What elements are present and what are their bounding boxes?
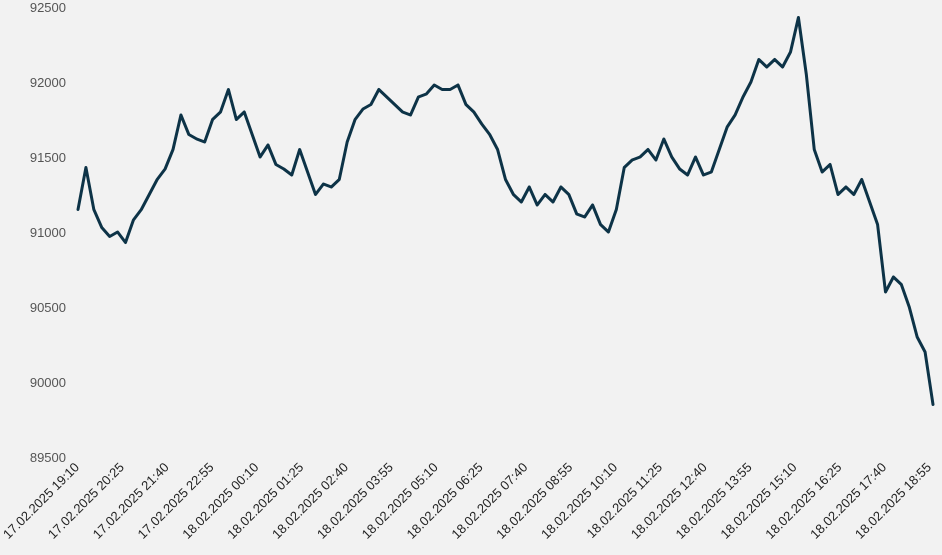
x-tick-label: 18.02.2025 12:40 (628, 460, 710, 542)
x-tick-label: 18.02.2025 02:40 (269, 460, 351, 542)
x-tick-label: 18.02.2025 10:10 (538, 460, 620, 542)
x-tick-label: 18.02.2025 16:25 (762, 460, 844, 542)
x-tick-label: 18.02.2025 17:40 (807, 460, 889, 542)
x-tick-label: 17.02.2025 20:25 (45, 460, 127, 542)
y-tick-label: 90500 (30, 300, 66, 315)
x-tick-label: 18.02.2025 13:55 (673, 460, 755, 542)
y-tick-label: 92500 (30, 0, 66, 15)
y-tick-label: 91000 (30, 225, 66, 240)
x-tick-label: 18.02.2025 01:25 (224, 460, 306, 542)
x-tick-label: 18.02.2025 07:40 (448, 460, 530, 542)
x-tick-label: 18.02.2025 05:10 (359, 460, 441, 542)
y-axis-ticks: 89500 90000 90500 91000 91500 92000 92500 (30, 0, 66, 465)
y-tick-label: 91500 (30, 150, 66, 165)
x-tick-label: 18.02.2025 11:25 (584, 460, 665, 541)
x-tick-label: 18.02.2025 06:25 (404, 460, 486, 542)
x-tick-label: 18.02.2025 00:10 (179, 460, 261, 542)
x-tick-label: 17.02.2025 19:10 (0, 460, 82, 542)
x-tick-label: 18.02.2025 03:55 (314, 460, 396, 542)
x-tick-label: 18.02.2025 08:55 (493, 460, 575, 542)
x-tick-label: 18.02.2025 15:10 (717, 460, 799, 542)
price-series-line (76, 16, 935, 406)
y-tick-label: 90000 (30, 375, 66, 390)
x-tick-label: 17.02.2025 22:55 (134, 460, 216, 542)
x-tick-label: 17.02.2025 21:40 (90, 460, 172, 542)
x-tick-label: 18.02.2025 18:55 (852, 460, 934, 542)
y-tick-label: 89500 (30, 450, 66, 465)
y-tick-label: 92000 (30, 75, 66, 90)
